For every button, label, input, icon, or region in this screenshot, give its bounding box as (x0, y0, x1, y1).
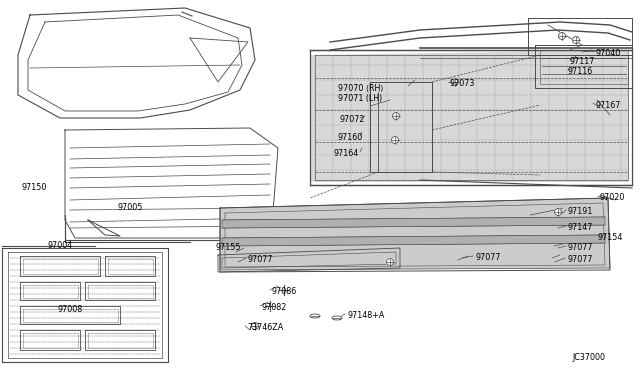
Text: 97077: 97077 (568, 256, 593, 264)
Text: 97154: 97154 (598, 234, 623, 243)
Text: 97008: 97008 (58, 305, 83, 314)
Text: JC37000: JC37000 (572, 353, 605, 362)
Text: 97117: 97117 (570, 58, 595, 67)
Text: 97077: 97077 (248, 256, 273, 264)
Circle shape (451, 78, 458, 86)
Text: 97191: 97191 (568, 208, 593, 217)
Ellipse shape (310, 314, 320, 318)
Text: 97071 (LH): 97071 (LH) (338, 93, 382, 103)
Polygon shape (220, 198, 610, 270)
Text: 97164: 97164 (334, 148, 359, 157)
Text: 97020: 97020 (600, 193, 625, 202)
Polygon shape (222, 217, 605, 228)
Circle shape (252, 323, 259, 330)
Text: 97155: 97155 (215, 244, 241, 253)
Polygon shape (222, 235, 605, 246)
Text: 73746ZA: 73746ZA (247, 324, 284, 333)
Text: 97077: 97077 (568, 244, 593, 253)
Text: 97005: 97005 (118, 203, 143, 212)
Text: 97086: 97086 (272, 288, 297, 296)
Circle shape (573, 36, 579, 44)
Circle shape (392, 112, 399, 119)
Text: 97147: 97147 (568, 224, 593, 232)
Text: 97160: 97160 (338, 134, 364, 142)
Text: 97082: 97082 (262, 304, 287, 312)
Ellipse shape (332, 316, 342, 320)
Circle shape (554, 208, 561, 215)
Circle shape (559, 32, 566, 39)
Text: 97073: 97073 (450, 80, 476, 89)
Text: 97070 ⟨RH⟩: 97070 ⟨RH⟩ (338, 83, 383, 93)
Text: 97148+A: 97148+A (348, 311, 385, 321)
Text: 97004: 97004 (48, 241, 73, 250)
Text: 97150: 97150 (22, 183, 47, 192)
Polygon shape (310, 50, 628, 182)
Text: 97116: 97116 (568, 67, 593, 77)
Circle shape (387, 259, 394, 266)
Text: 97072: 97072 (340, 115, 365, 125)
Circle shape (392, 137, 399, 144)
Text: 97077: 97077 (475, 253, 500, 263)
Text: 97040: 97040 (596, 48, 621, 58)
Text: 97167: 97167 (595, 100, 620, 109)
